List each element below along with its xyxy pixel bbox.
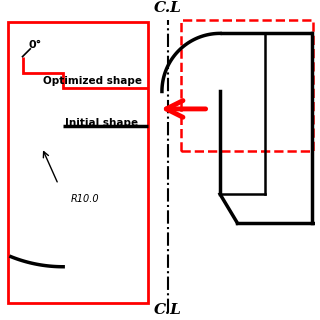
Bar xyxy=(181,20,313,150)
Text: C.L: C.L xyxy=(154,303,182,317)
Text: Optimized shape: Optimized shape xyxy=(43,76,142,86)
Text: R10.0: R10.0 xyxy=(71,194,100,204)
Text: Initial shape: Initial shape xyxy=(65,118,139,128)
Text: C.L: C.L xyxy=(154,1,182,15)
Text: 0°: 0° xyxy=(28,40,42,50)
Bar xyxy=(8,22,148,303)
